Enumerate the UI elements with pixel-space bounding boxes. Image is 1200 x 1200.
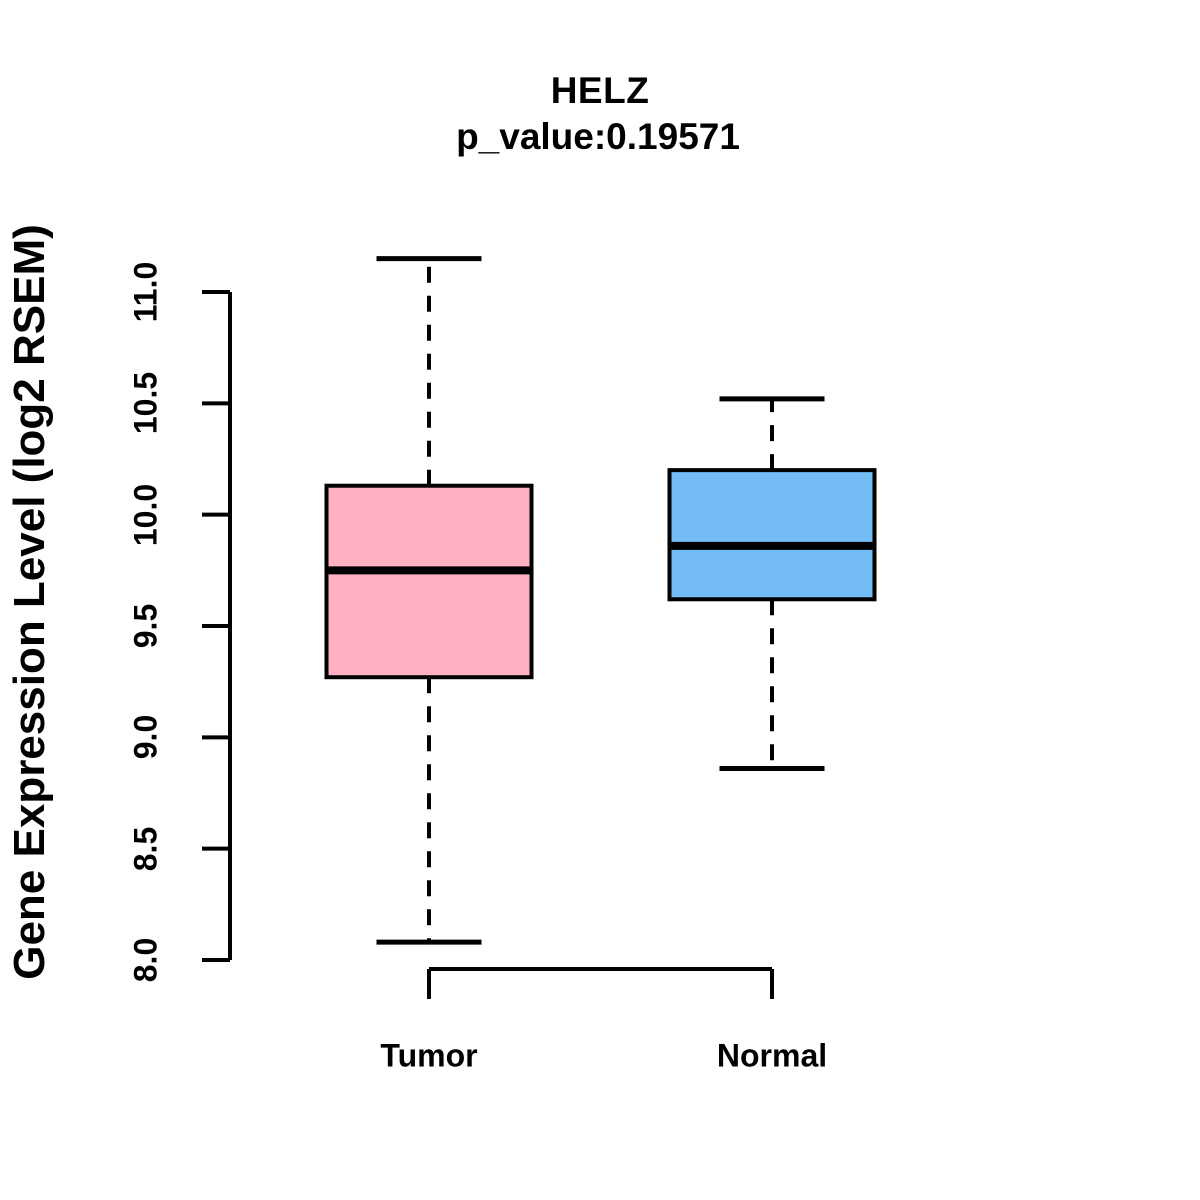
chart-title: HELZ [550,70,650,111]
box-tumor [324,483,534,680]
box-normal [667,468,877,602]
y-tick-label-8.5: 8.5 [127,826,164,871]
chart-subtitle: p_value:0.19571 [456,116,740,157]
y-tick-label-8.0: 8.0 [127,937,164,983]
y-tick-label-10.5: 10.5 [127,372,164,435]
x-tick-label-tumor: Tumor [380,1037,478,1074]
x-tick-label-normal: Normal [716,1037,828,1074]
y-tick-label-11.0: 11.0 [127,261,164,323]
y-tick-label-9.5: 9.5 [127,603,164,649]
y-tick-label-10.0: 10.0 [127,483,164,546]
y-tick-label-9.0: 9.0 [127,715,164,760]
y-axis-label: Gene Expression Level (log2 RSEM) [5,224,54,980]
